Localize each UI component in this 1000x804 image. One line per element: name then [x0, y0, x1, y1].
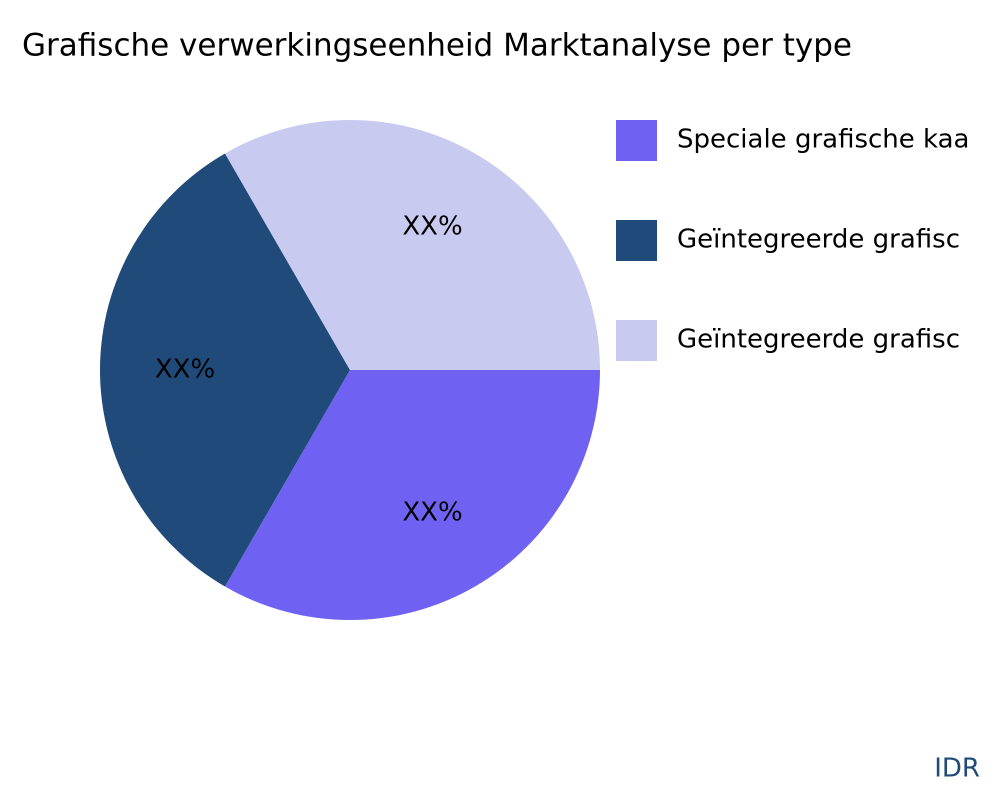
slice-label: XX%: [402, 212, 462, 242]
legend-swatch: [616, 320, 657, 361]
pie-slice: [225, 119, 600, 370]
legend-label: Geïntegreerde grafisc: [677, 325, 960, 355]
slice-label: XX%: [155, 355, 215, 385]
legend-label: Speciale grafische kaa: [677, 125, 970, 155]
source-label: IDR: [934, 754, 980, 784]
legend-swatch: [616, 220, 657, 261]
pie-slice: [225, 370, 600, 620]
legend-label: Geïntegreerde grafisc: [677, 225, 960, 255]
slice-label: XX%: [402, 497, 462, 527]
chart-title: Grafische verwerkingseenheid Marktanalys…: [22, 28, 852, 64]
legend-swatch: [616, 120, 657, 161]
